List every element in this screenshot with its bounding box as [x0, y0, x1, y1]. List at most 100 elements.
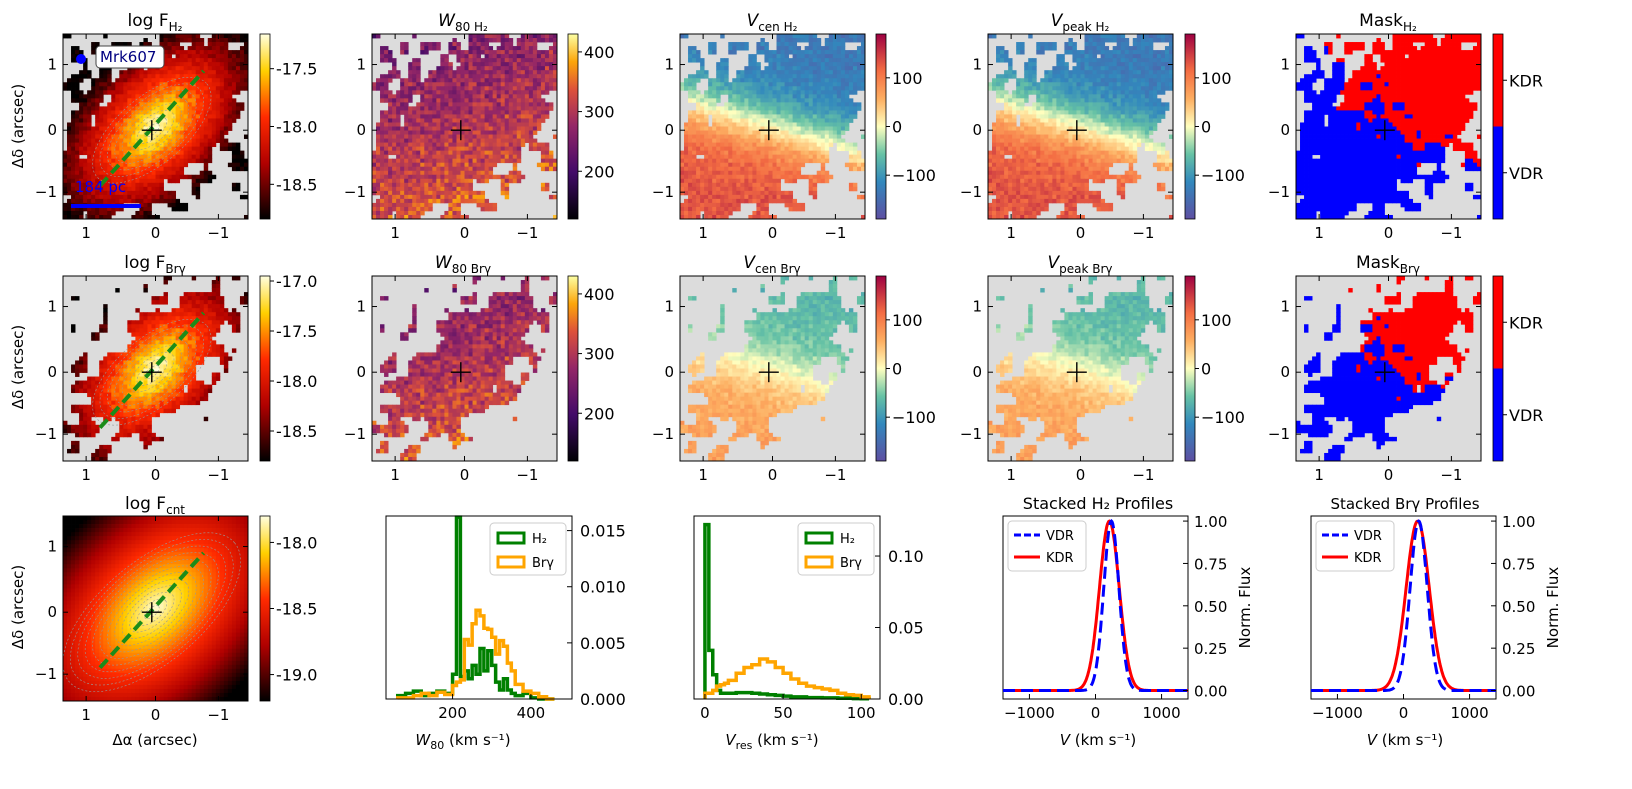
map-pixel: [163, 126, 168, 131]
map-pixel: [860, 158, 866, 164]
map-pixel: [548, 86, 554, 91]
map-pixel: [496, 46, 502, 51]
map-pixel: [840, 86, 846, 91]
map-pixel: [412, 170, 417, 176]
map-pixel: [736, 170, 741, 176]
map-pixel: [159, 198, 164, 204]
map-pixel: [484, 106, 490, 111]
map-pixel: [840, 58, 846, 63]
map-pixel: [708, 166, 713, 172]
map-pixel: [159, 194, 164, 200]
map-pixel: [752, 190, 757, 196]
map-pixel: [744, 166, 749, 172]
map-pixel: [828, 122, 834, 127]
map-pixel: [127, 158, 132, 164]
map-pixel: [728, 202, 733, 208]
map-pixel: [111, 94, 116, 99]
map-pixel: [488, 166, 494, 172]
map-pixel: [175, 162, 181, 168]
map-pixel: [748, 54, 753, 59]
map-pixel: [772, 150, 777, 156]
map-pixel: [720, 198, 725, 204]
map-pixel: [788, 66, 794, 71]
map-pixel: [159, 98, 164, 103]
map-pixel: [716, 198, 721, 204]
map-pixel: [500, 146, 506, 152]
map-pixel: [1100, 42, 1106, 47]
map-pixel: [127, 166, 132, 172]
map-pixel: [784, 126, 789, 131]
map-pixel: [752, 142, 757, 148]
map-pixel: [135, 194, 140, 200]
map-pixel: [508, 62, 514, 67]
map-pixel: [400, 154, 405, 160]
map-pixel: [716, 214, 721, 220]
map-pixel: [71, 194, 76, 200]
map-pixel: [223, 90, 229, 95]
map-pixel: [852, 166, 858, 172]
map-pixel: [464, 126, 469, 131]
map-pixel: [684, 206, 689, 212]
map-pixel: [836, 78, 842, 83]
map-pixel: [179, 62, 185, 67]
map-pixel: [824, 174, 830, 180]
map-pixel: [91, 174, 96, 180]
map-pixel: [860, 162, 866, 168]
map-pixel: [452, 118, 457, 123]
map-pixel: [147, 74, 152, 79]
map-pixel: [764, 106, 769, 111]
map-pixel: [860, 66, 866, 71]
map-pixel: [103, 182, 108, 188]
map-pixel: [211, 106, 217, 111]
map-pixel: [79, 94, 84, 99]
map-pixel: [231, 98, 237, 103]
map-pixel: [464, 118, 469, 123]
map-pixel: [163, 66, 168, 71]
map-pixel: [207, 98, 213, 103]
map-pixel: [123, 142, 128, 148]
map-pixel: [488, 66, 494, 71]
map-pixel: [135, 186, 140, 192]
map-pixel: [496, 126, 502, 131]
map-pixel: [464, 162, 469, 168]
map-pixel: [788, 58, 794, 63]
map-pixel: [227, 118, 233, 123]
map-pixel: [480, 58, 486, 63]
map-pixel: [1128, 46, 1134, 51]
map-pixel: [812, 82, 818, 87]
map-pixel: [103, 142, 108, 148]
map-pixel: [456, 118, 461, 123]
map-pixel: [504, 126, 510, 131]
map-pixel: [131, 162, 136, 168]
map-pixel: [776, 186, 781, 192]
map-pixel: [187, 150, 193, 156]
map-pixel: [472, 66, 477, 71]
map-pixel: [1068, 38, 1073, 43]
map-pixel: [71, 166, 76, 172]
map-pixel: [396, 198, 401, 204]
map-pixel: [119, 182, 124, 188]
map-pixel: [712, 102, 717, 107]
map-pixel: [75, 210, 80, 216]
map-pixel: [484, 82, 490, 87]
map-pixel: [852, 142, 858, 148]
map-pixel: [203, 146, 209, 152]
map-pixel: [832, 118, 838, 123]
map-pixel: [131, 94, 136, 99]
map-pixel: [736, 154, 741, 160]
map-pixel: [504, 78, 510, 83]
map-pixel: [524, 130, 530, 135]
map-pixel: [716, 158, 721, 164]
map-pixel: [384, 202, 389, 208]
map-pixel: [1020, 42, 1025, 47]
map-pixel: [700, 74, 705, 79]
map-pixel: [784, 122, 789, 127]
map-pixel: [195, 46, 201, 51]
map-pixel: [476, 98, 481, 103]
map-pixel: [139, 86, 144, 91]
map-pixel: [824, 102, 830, 107]
map-pixel: [688, 198, 693, 204]
map-pixel: [544, 154, 550, 160]
map-pixel: [800, 62, 806, 67]
map-pixel: [99, 142, 104, 148]
